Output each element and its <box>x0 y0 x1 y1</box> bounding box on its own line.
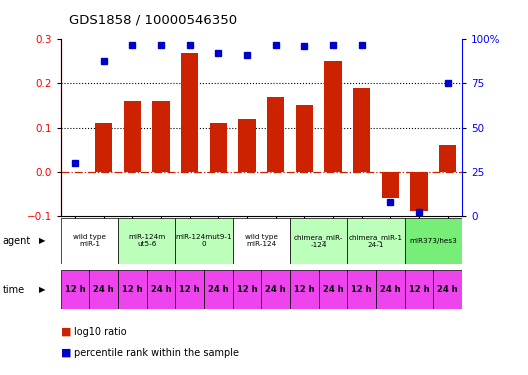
Text: 24 h: 24 h <box>150 285 172 294</box>
Text: 12 h: 12 h <box>294 285 315 294</box>
Text: 12 h: 12 h <box>351 285 372 294</box>
Text: ■: ■ <box>61 327 71 337</box>
Bar <box>261 270 290 309</box>
Text: 12 h: 12 h <box>65 285 86 294</box>
Bar <box>239 118 256 172</box>
Text: GDS1858 / 10000546350: GDS1858 / 10000546350 <box>69 13 237 26</box>
Bar <box>347 270 376 309</box>
Text: chimera_miR-1
24-1: chimera_miR-1 24-1 <box>349 234 403 248</box>
Text: time: time <box>3 285 25 295</box>
Bar <box>118 217 175 264</box>
Text: miR-124mut9-1
0: miR-124mut9-1 0 <box>176 234 232 248</box>
Bar <box>290 217 347 264</box>
Text: miR-124m
ut5-6: miR-124m ut5-6 <box>128 234 165 248</box>
Text: 24 h: 24 h <box>323 285 343 294</box>
Text: ▶: ▶ <box>39 237 45 246</box>
Bar <box>210 123 227 172</box>
Text: log10 ratio: log10 ratio <box>74 327 127 337</box>
Text: 24 h: 24 h <box>437 285 458 294</box>
Text: wild type
miR-1: wild type miR-1 <box>73 234 106 248</box>
Bar <box>95 123 112 172</box>
Bar <box>118 270 147 309</box>
Bar <box>153 101 169 172</box>
Bar <box>147 270 175 309</box>
Bar <box>353 88 370 172</box>
Bar <box>296 105 313 172</box>
Bar <box>439 145 456 172</box>
Bar <box>376 270 404 309</box>
Bar <box>175 270 204 309</box>
Bar <box>61 270 89 309</box>
Bar <box>319 270 347 309</box>
Text: 24 h: 24 h <box>93 285 114 294</box>
Bar <box>347 217 404 264</box>
Bar <box>233 217 290 264</box>
Text: miR373/hes3: miR373/hes3 <box>409 238 457 244</box>
Text: 12 h: 12 h <box>180 285 200 294</box>
Bar <box>61 217 118 264</box>
Bar <box>382 172 399 198</box>
Bar <box>233 270 261 309</box>
Bar <box>89 270 118 309</box>
Bar <box>433 270 462 309</box>
Text: chimera_miR-
-124: chimera_miR- -124 <box>294 234 343 248</box>
Text: ■: ■ <box>61 348 71 357</box>
Bar <box>324 62 342 172</box>
Text: agent: agent <box>3 236 31 246</box>
Text: 24 h: 24 h <box>266 285 286 294</box>
Bar <box>404 217 462 264</box>
Text: percentile rank within the sample: percentile rank within the sample <box>74 348 239 357</box>
Bar <box>175 217 233 264</box>
Text: wild type
miR-124: wild type miR-124 <box>245 234 278 248</box>
Bar <box>410 172 428 211</box>
Text: 24 h: 24 h <box>208 285 229 294</box>
Text: 24 h: 24 h <box>380 285 401 294</box>
Bar <box>204 270 233 309</box>
Bar <box>181 53 199 172</box>
Text: 12 h: 12 h <box>122 285 143 294</box>
Bar <box>267 97 284 172</box>
Text: 12 h: 12 h <box>237 285 257 294</box>
Bar <box>290 270 319 309</box>
Text: 12 h: 12 h <box>409 285 429 294</box>
Bar <box>124 101 141 172</box>
Bar <box>404 270 433 309</box>
Text: ▶: ▶ <box>39 285 45 294</box>
